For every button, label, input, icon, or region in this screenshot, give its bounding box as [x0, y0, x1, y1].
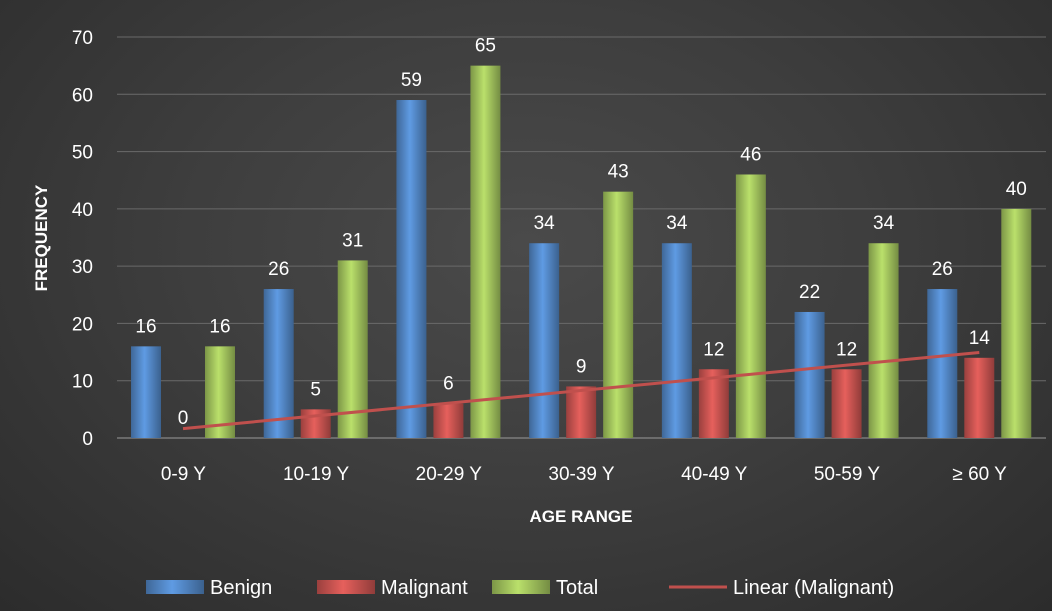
legend-label: Benign	[210, 577, 272, 599]
data-label-benign-60-y: 26	[932, 259, 953, 280]
bar-malignant-60-y	[964, 357, 995, 438]
x-tick-label: 50-59 Y	[814, 464, 881, 485]
bar-malignant-20-29-y	[433, 403, 464, 438]
legend-label: Total	[556, 577, 598, 599]
data-label-benign-20-29-y: 59	[401, 70, 422, 91]
data-label-malignant-20-29-y: 6	[443, 374, 454, 395]
data-label-benign-10-19-y: 26	[268, 259, 289, 280]
data-label-malignant-10-19-y: 5	[310, 379, 321, 400]
bar-benign-30-39-y	[529, 243, 560, 438]
gridlines	[117, 36, 1046, 439]
bar-malignant-30-39-y	[566, 386, 597, 438]
bar-total-60-y	[1001, 208, 1032, 438]
data-label-total-10-19-y: 31	[342, 230, 363, 251]
x-axis-title: AGE RANGE	[530, 507, 633, 526]
bar-benign-10-19-y	[263, 289, 294, 438]
data-label-malignant-40-49-y: 12	[703, 339, 724, 360]
legend-label: Malignant	[381, 577, 468, 599]
bar-malignant-40-49-y	[698, 369, 729, 438]
bar-benign-20-29-y	[396, 100, 427, 438]
bar-total-20-29-y	[470, 65, 501, 439]
legend: Benign Malignant Total Linear (Malignant)	[146, 577, 894, 599]
data-label-malignant-30-39-y: 9	[576, 356, 587, 377]
bar-total-30-39-y	[603, 191, 634, 438]
legend-label: Linear (Malignant)	[733, 577, 894, 599]
data-label-total-30-39-y: 43	[608, 162, 629, 183]
legend-swatch	[317, 580, 375, 594]
bar-total-10-19-y	[337, 260, 368, 438]
legend-item-total: Total	[492, 577, 598, 599]
data-label-total-20-29-y: 65	[475, 36, 496, 57]
bar-benign-40-49-y	[661, 243, 692, 438]
x-tick-label: 10-19 Y	[283, 464, 350, 485]
data-label-total-0-9-y: 16	[209, 316, 230, 337]
y-tick-labels: 0 10 20 30 40 50 60 70	[72, 28, 93, 450]
x-tick-labels: 0-9 Y 10-19 Y 20-29 Y 30-39 Y 40-49 Y 50-59 Y…	[161, 464, 1007, 485]
x-tick-label: ≥ 60 Y	[952, 464, 1007, 485]
y-tick-label: 20	[72, 314, 93, 335]
trendline-linear-malignant	[182, 350, 980, 431]
data-label-benign-40-49-y: 34	[666, 213, 688, 234]
legend-item-benign: Benign	[146, 577, 272, 599]
bar-benign-50-59-y	[794, 311, 825, 438]
y-tick-label: 30	[72, 257, 93, 278]
data-label-total-40-49-y: 46	[740, 144, 761, 165]
legend-swatch	[492, 580, 550, 594]
data-label-benign-30-39-y: 34	[534, 213, 556, 234]
y-axis-title: FREQUENCY	[32, 184, 51, 291]
data-label-benign-0-9-y: 16	[135, 316, 156, 337]
bar-benign-60-y	[927, 289, 958, 438]
trendline	[182, 350, 980, 431]
data-labels: 16 0 16 26 5 31 59 6 65 34 9 43 34 12 46 22 12 34 26 14 40	[135, 36, 1026, 429]
bar-total-40-49-y	[735, 174, 766, 438]
y-tick-label: 0	[82, 429, 93, 450]
bars	[131, 65, 1032, 439]
bar-benign-0-9-y	[131, 346, 161, 438]
data-label-benign-50-59-y: 22	[799, 282, 820, 303]
data-label-total-60-y: 40	[1006, 179, 1027, 200]
x-tick-label: 0-9 Y	[161, 464, 206, 485]
bar-malignant-50-59-y	[831, 369, 862, 438]
x-tick-label: 30-39 Y	[548, 464, 615, 485]
legend-swatch	[146, 580, 204, 594]
legend-item-linear-malignant: Linear (Malignant)	[669, 577, 894, 599]
y-tick-label: 60	[72, 85, 93, 106]
bar-total-50-59-y	[868, 243, 899, 438]
y-tick-label: 70	[72, 28, 93, 49]
x-tick-label: 40-49 Y	[681, 464, 748, 485]
data-label-total-50-59-y: 34	[873, 213, 895, 234]
legend-item-malignant: Malignant	[317, 577, 468, 599]
y-tick-label: 10	[72, 372, 93, 393]
x-tick-label: 20-29 Y	[416, 464, 483, 485]
y-tick-label: 50	[72, 143, 93, 164]
data-label-malignant-0-9-y: 0	[178, 408, 189, 429]
data-label-malignant-60-y: 14	[969, 328, 991, 349]
data-label-malignant-50-59-y: 12	[836, 339, 857, 360]
y-tick-label: 40	[72, 200, 93, 221]
